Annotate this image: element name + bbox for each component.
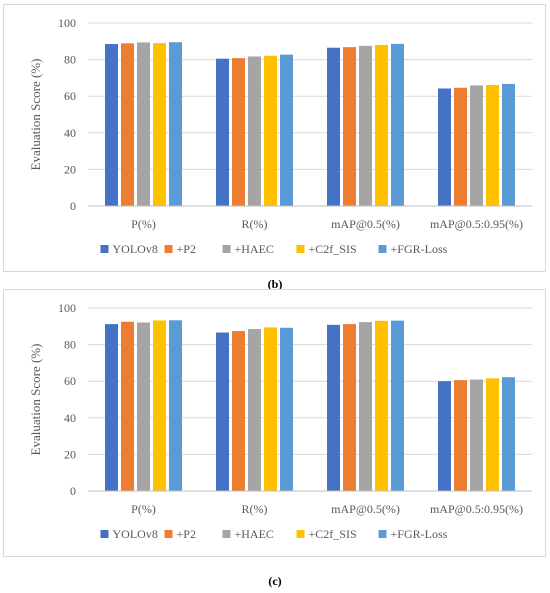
legend-label: +FGR-Loss xyxy=(391,527,448,541)
bar-haec-0 xyxy=(137,42,150,207)
y-tick-label: 100 xyxy=(58,16,76,30)
legend-swatch xyxy=(164,245,173,253)
y-tick-label: 0 xyxy=(70,199,76,213)
y-tick-label: 80 xyxy=(64,338,76,352)
legend-label: +C2f_SIS xyxy=(309,527,357,541)
x-tick-label: P(%) xyxy=(131,217,156,231)
bar-p2-2 xyxy=(343,324,356,491)
y-tick-label: 80 xyxy=(64,53,76,67)
bar-yolov8-3 xyxy=(438,381,451,491)
legend-label: +C2f_SIS xyxy=(309,242,357,256)
x-tick-label: R(%) xyxy=(242,502,268,516)
legend-swatch xyxy=(100,245,109,253)
y-tick-label: 60 xyxy=(64,89,76,103)
bar-c2fsis-3 xyxy=(486,378,499,491)
bar-haec-1 xyxy=(248,329,261,491)
bar-fgrloss-3 xyxy=(502,377,515,491)
x-tick-label: mAP@0.5:0.95(%) xyxy=(430,502,523,516)
bar-c2fsis-0 xyxy=(153,320,166,491)
bar-fgrloss-0 xyxy=(169,320,182,491)
bar-haec-0 xyxy=(137,322,150,491)
bar-p2-2 xyxy=(343,47,356,206)
bar-yolov8-2 xyxy=(327,47,340,206)
bar-yolov8-1 xyxy=(216,332,229,491)
legend-label: +FGR-Loss xyxy=(391,242,448,256)
bar-haec-1 xyxy=(248,56,261,206)
legend-swatch xyxy=(378,530,387,538)
caption-c: (c) xyxy=(268,574,282,588)
bar-yolov8-3 xyxy=(438,88,451,206)
legend-swatch xyxy=(100,530,109,538)
bar-c2fsis-1 xyxy=(264,55,277,206)
y-tick-label: 20 xyxy=(64,162,76,176)
y-tick-label: 20 xyxy=(64,447,76,461)
legend-label: YOLOv8 xyxy=(113,527,158,541)
y-tick-label: 0 xyxy=(70,484,76,498)
legend-swatch xyxy=(296,530,305,538)
x-tick-label: mAP@0.5(%) xyxy=(331,217,400,231)
legend-swatch xyxy=(222,245,231,253)
y-axis-label: Evaluation Score (%) xyxy=(28,344,43,456)
legend-label: +HAEC xyxy=(235,527,274,541)
bar-fgrloss-0 xyxy=(169,42,182,207)
bar-yolov8-0 xyxy=(105,44,118,206)
bar-fgrloss-2 xyxy=(391,320,404,491)
legend-swatch xyxy=(222,530,231,538)
bar-fgrloss-3 xyxy=(502,83,515,206)
bar-p2-0 xyxy=(121,321,134,491)
legend-swatch xyxy=(296,245,305,253)
y-axis-label: Evaluation Score (%) xyxy=(28,59,43,171)
chart-panel-c: 0 20 40 60 80 100 Evaluation Score (%) P(%) R(%)… xyxy=(3,289,546,557)
bar-p2-1 xyxy=(232,331,245,491)
y-tick-label: 40 xyxy=(64,411,76,425)
x-tick-label: mAP@0.5(%) xyxy=(331,502,400,516)
chart-panel-b: 0 20 40 60 80 100 Evaluation Score (%) P(%) R(%)… xyxy=(3,4,546,272)
bar-haec-2 xyxy=(359,45,372,206)
bar-c2fsis-2 xyxy=(375,320,388,491)
bar-haec-2 xyxy=(359,322,372,491)
bar-c2fsis-2 xyxy=(375,44,388,207)
bar-chart-b: 0 20 40 60 80 100 Evaluation Score (%) P(%) R(%)… xyxy=(28,16,532,256)
bar-fgrloss-2 xyxy=(391,43,404,206)
bar-haec-3 xyxy=(470,85,483,206)
caption-b: (b) xyxy=(267,277,283,291)
bar-c2fsis-3 xyxy=(486,85,499,206)
x-tick-label: mAP@0.5:0.95(%) xyxy=(430,217,523,231)
bar-c2fsis-0 xyxy=(153,43,166,206)
x-tick-label: R(%) xyxy=(242,217,268,231)
bar-p2-0 xyxy=(121,43,134,206)
y-tick-label: 60 xyxy=(64,374,76,388)
legend-label: +P2 xyxy=(177,242,196,256)
legend-label: YOLOv8 xyxy=(113,242,158,256)
legend-label: +HAEC xyxy=(235,242,274,256)
legend-swatch xyxy=(378,245,387,253)
bar-chart-c: 0 20 40 60 80 100 Evaluation Score (%) P(%) R(%)… xyxy=(28,301,532,541)
bar-yolov8-2 xyxy=(327,324,340,491)
legend-label: +P2 xyxy=(177,527,196,541)
x-tick-label: P(%) xyxy=(131,502,156,516)
legend-swatch xyxy=(164,530,173,538)
bar-c2fsis-1 xyxy=(264,327,277,491)
bar-yolov8-0 xyxy=(105,324,118,491)
bar-haec-3 xyxy=(470,379,483,491)
bar-p2-3 xyxy=(454,380,467,491)
bar-p2-1 xyxy=(232,58,245,206)
y-tick-label: 100 xyxy=(58,301,76,315)
bar-yolov8-1 xyxy=(216,58,229,207)
bar-fgrloss-1 xyxy=(280,54,293,207)
bar-fgrloss-1 xyxy=(280,327,293,491)
bar-p2-3 xyxy=(454,87,467,206)
y-tick-label: 40 xyxy=(64,126,76,140)
